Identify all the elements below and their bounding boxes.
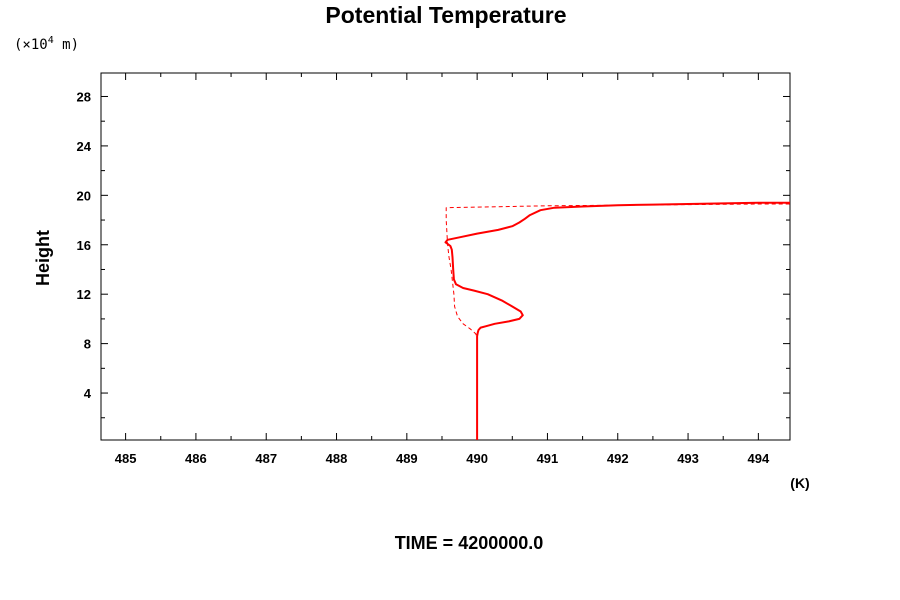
series-line-solid (444, 201, 790, 440)
time-label: TIME = 4200000.0 (395, 533, 544, 553)
y-tick-label: 24 (77, 139, 92, 154)
series-line-dashed (445, 203, 790, 440)
x-tick-label: 494 (748, 451, 770, 466)
y-unit-prefix: (×10 (14, 37, 48, 53)
y-tick-label: 20 (77, 188, 91, 203)
y-unit-exponent: 4 (48, 35, 54, 46)
x-tick-label: 491 (537, 451, 559, 466)
y-axis-label: Height (33, 230, 53, 286)
x-tick-label: 493 (677, 451, 699, 466)
y-unit-suffix: m) (54, 37, 79, 53)
plot-frame (100, 72, 791, 441)
x-tick-label: 492 (607, 451, 629, 466)
y-tick-label: 28 (77, 89, 91, 104)
y-unit-label: (×104 m) (14, 35, 79, 53)
x-tick-label: 489 (396, 451, 418, 466)
y-tick-label: 12 (77, 287, 91, 302)
x-unit-label: (K) (790, 475, 809, 491)
x-tick-labels: 485 486 487 488 489 490 491 492 493 494 (115, 451, 770, 466)
y-tick-label: 4 (84, 386, 92, 401)
chart-title: Potential Temperature (325, 2, 566, 28)
x-tick-label: 490 (466, 451, 488, 466)
x-tick-label: 488 (326, 451, 348, 466)
x-tick-label: 485 (115, 451, 137, 466)
x-tick-label: 486 (185, 451, 207, 466)
y-tick-label: 8 (84, 337, 91, 352)
x-tick-label: 487 (255, 451, 277, 466)
y-tick-labels: 4 8 12 16 20 24 28 (77, 89, 92, 401)
axis-ticks (101, 73, 790, 440)
series-lines (444, 201, 790, 440)
y-tick-label: 16 (77, 238, 91, 253)
